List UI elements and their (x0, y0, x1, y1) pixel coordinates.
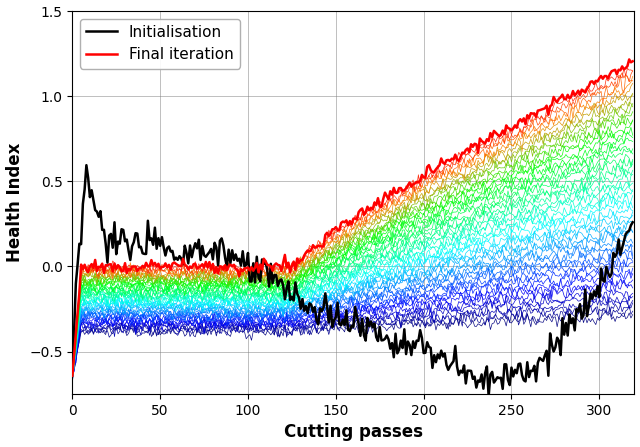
Line: Final iteration: Final iteration (72, 59, 633, 376)
Final iteration (625, 57, 633, 62)
X-axis label: Cutting passes: Cutting passes (284, 423, 423, 442)
Final iteration (358, 206, 366, 211)
Final iteration (529, 111, 536, 116)
Initialisation (532, 379, 540, 384)
Final iteration (629, 59, 637, 64)
Initialisation (360, 333, 368, 338)
Initialisation (83, 163, 90, 168)
Initialisation (151, 225, 159, 230)
Line: Initialisation: Initialisation (72, 165, 633, 396)
Final iteration (464, 146, 472, 151)
Legend: Initialisation, Final iteration: Initialisation, Final iteration (80, 19, 240, 68)
Initialisation (564, 333, 572, 338)
Final iteration (471, 141, 479, 147)
Initialisation (629, 219, 637, 225)
Final iteration (68, 373, 76, 379)
Initialisation (472, 385, 480, 390)
Initialisation (465, 368, 473, 373)
Final iteration (561, 97, 568, 102)
Final iteration (149, 262, 157, 268)
Y-axis label: Health Index: Health Index (6, 143, 24, 262)
Initialisation (68, 359, 76, 365)
Initialisation (485, 394, 493, 399)
